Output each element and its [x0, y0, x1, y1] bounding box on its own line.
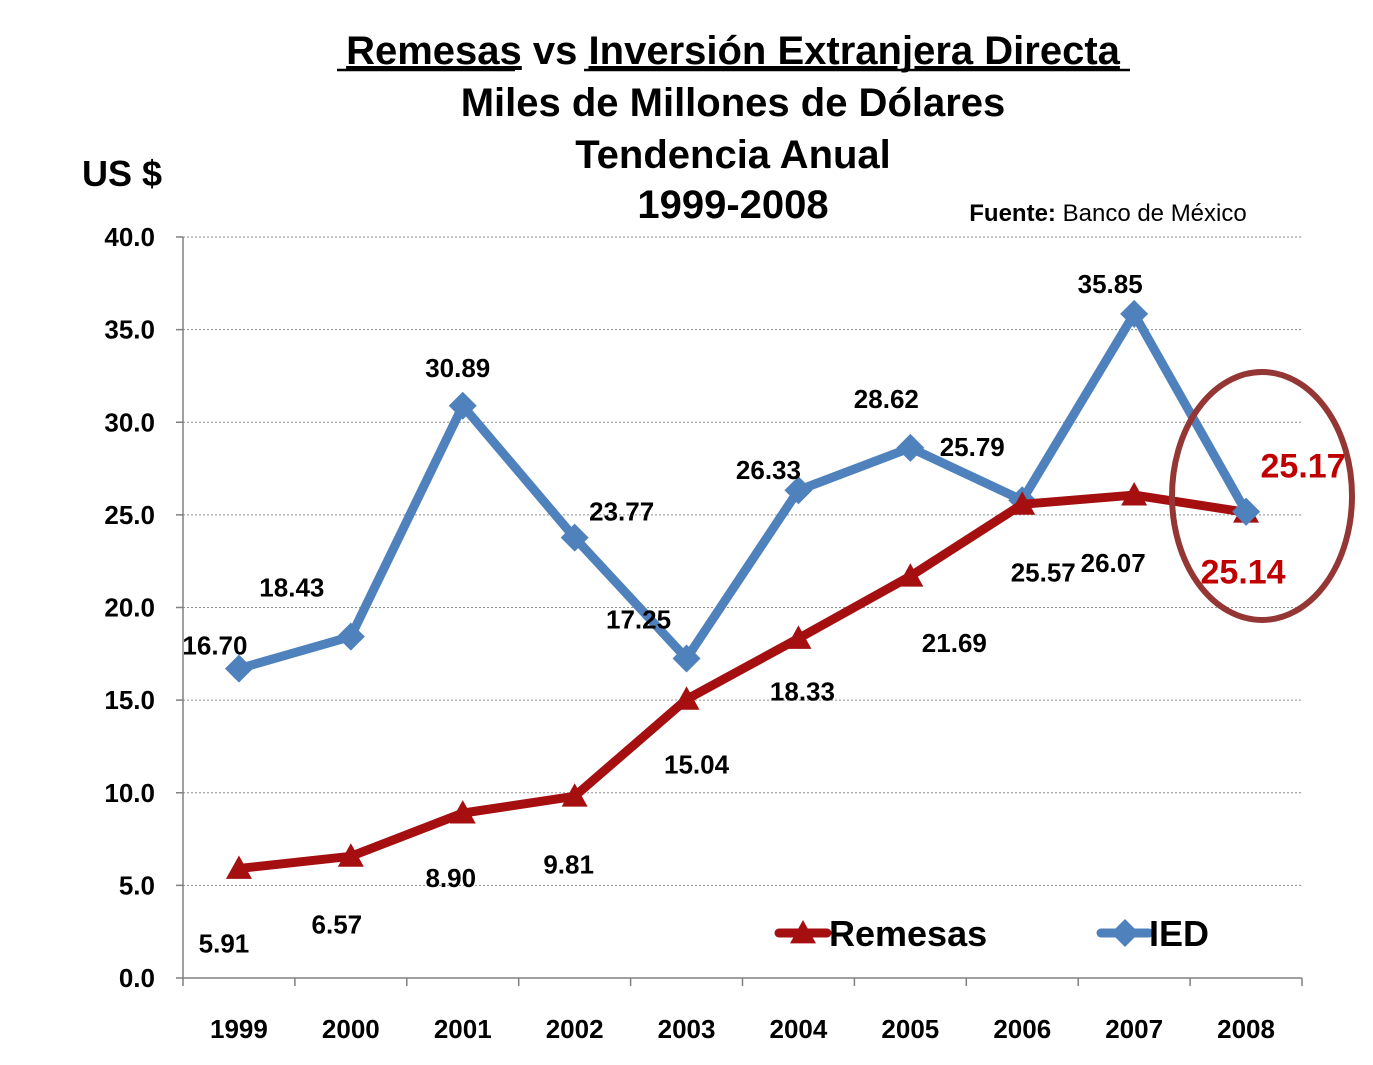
- series-lines: [224, 299, 1261, 879]
- x-tick-label: 2002: [546, 1014, 604, 1044]
- marker-remesas: [225, 855, 252, 879]
- data-label-ied: 30.89: [425, 353, 490, 383]
- y-tick-label: 30.0: [104, 407, 155, 437]
- data-label-ied: 25.17: [1261, 448, 1346, 486]
- marker-ied: [1120, 299, 1149, 328]
- chart-subtitle-units: Miles de Millones de Dólares: [461, 81, 1006, 125]
- data-label-remesas: 21.69: [922, 628, 987, 658]
- data-label-remesas: 25.57: [1011, 557, 1076, 587]
- x-tick-label: 2007: [1105, 1014, 1163, 1044]
- x-tick-label: 2001: [434, 1014, 492, 1044]
- chart-subtitle-years: 1999-2008: [637, 183, 828, 227]
- x-tick-label: 2004: [770, 1014, 828, 1044]
- data-label-ied: 26.33: [736, 455, 801, 485]
- marker-remesas: [337, 843, 364, 867]
- data-label-remesas: 25.14: [1201, 553, 1286, 591]
- source-text: Banco de México: [1063, 200, 1247, 227]
- title-ied: Inversión Extranjera Directa: [589, 29, 1121, 73]
- data-label-remesas: 8.90: [425, 863, 476, 893]
- marker-ied: [448, 391, 477, 420]
- x-tick-label: 1999: [210, 1014, 268, 1044]
- series-line-ied: [234, 309, 1251, 674]
- marker-ied: [224, 654, 253, 683]
- data-label-remesas: 5.91: [199, 929, 250, 959]
- y-tick-label: 0.0: [119, 963, 155, 993]
- data-label-remesas: 15.04: [664, 749, 730, 779]
- axes: [176, 236, 1303, 986]
- gridlines: [183, 236, 1302, 886]
- marker-ied: [1232, 497, 1261, 526]
- y-tick-label: 15.0: [104, 685, 155, 715]
- marker-remesas: [449, 800, 476, 824]
- y-tick-label: 35.0: [104, 315, 155, 345]
- marker-remesas: [1009, 491, 1036, 515]
- y-tick-label: 40.0: [104, 222, 155, 252]
- data-label-ied: 17.25: [606, 604, 671, 634]
- data-label-ied: 25.79: [940, 432, 1005, 462]
- y-tick-label: 25.0: [104, 500, 155, 530]
- source-label: Fuente:: [969, 200, 1056, 227]
- marker-ied: [336, 622, 365, 651]
- marker-remesas: [1121, 482, 1148, 506]
- legend-label-remesas: Remesas: [829, 913, 987, 954]
- x-tick-label: 2006: [993, 1014, 1051, 1044]
- y-axis-label: US $: [82, 153, 162, 194]
- data-label-ied: 16.70: [182, 631, 247, 661]
- title-vs: vs: [533, 29, 578, 73]
- marker-ied: [672, 644, 701, 673]
- source-note: Fuente: Banco de México: [969, 200, 1246, 227]
- x-tick-label: 2005: [881, 1014, 939, 1044]
- x-tick-labels: 1999 2000 2001 2002 2003 2004 2005 2006 2007 2008: [210, 1014, 1275, 1044]
- marker-remesas: [561, 783, 588, 807]
- y-tick-label: 5.0: [119, 870, 155, 900]
- series-line-remesas: [234, 490, 1251, 874]
- chart-subtitle-trend: Tendencia Anual: [575, 133, 891, 177]
- legend-marker-remesas: [790, 920, 816, 944]
- data-label-ied: 28.62: [854, 384, 919, 414]
- highlight-ellipse: [1169, 369, 1355, 623]
- title-remesas: Remesas: [346, 29, 522, 73]
- y-tick-label: 20.0: [104, 593, 155, 623]
- marker-remesas: [897, 563, 924, 587]
- y-tick-label: 10.0: [104, 778, 155, 808]
- legend-label-ied: IED: [1149, 913, 1209, 954]
- x-tick-label: 2008: [1217, 1014, 1275, 1044]
- legend: Remesas IED: [774, 913, 1209, 954]
- x-tick-label: 2000: [322, 1014, 380, 1044]
- chart-title: Remesas vs Inversión Extranjera Directa: [346, 29, 1121, 73]
- data-label-remesas: 9.81: [543, 849, 594, 879]
- data-label-remesas: 26.07: [1081, 548, 1146, 578]
- marker-ied: [560, 523, 589, 552]
- legend-marker-ied: [1111, 919, 1139, 947]
- data-labels: 5.91 6.57 8.90 9.81 15.04 18.33 21.69 25.57 26.0…: [182, 269, 1345, 959]
- data-label-remesas: 6.57: [312, 909, 363, 939]
- marker-ied: [896, 433, 925, 462]
- data-label-ied: 23.77: [589, 497, 654, 527]
- marker-remesas: [785, 625, 812, 649]
- data-label-remesas: 18.33: [770, 676, 835, 706]
- data-label-ied: 35.85: [1078, 269, 1143, 299]
- marker-ied: [784, 476, 813, 505]
- data-label-ied: 18.43: [259, 573, 324, 603]
- marker-remesas: [673, 686, 700, 710]
- highlight: [1169, 369, 1355, 623]
- x-tick-label: 2003: [658, 1014, 716, 1044]
- y-tick-labels: 0.0 5.0 10.0 15.0 20.0 25.0 30.0 35.0 40.0: [104, 222, 155, 993]
